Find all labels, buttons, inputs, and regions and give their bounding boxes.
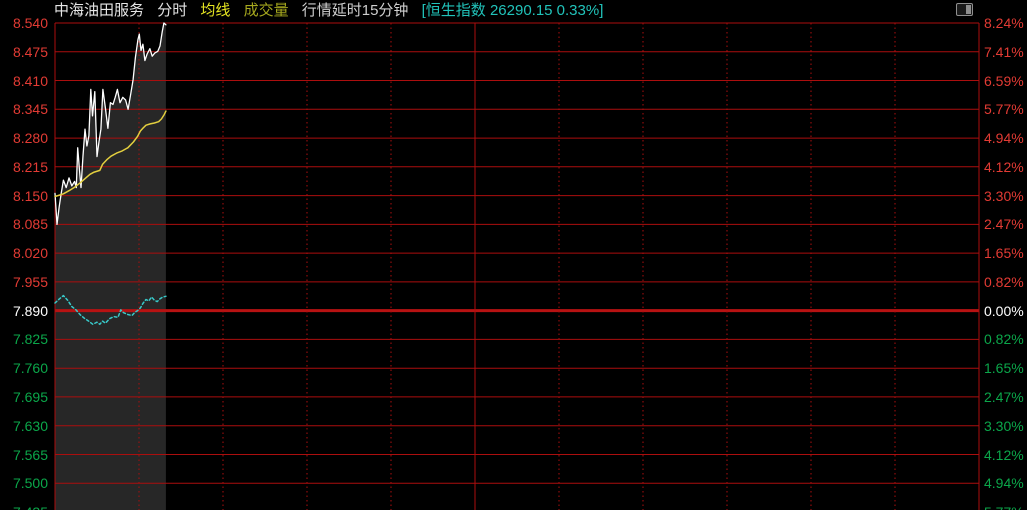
tab-volume[interactable]: 成交量 [243,2,289,19]
price-axis-label: 8.020 [12,245,48,262]
percent-axis-label: 7.41% [984,43,1024,60]
tab-moving-average[interactable]: 均线 [200,2,231,19]
price-area-fill [55,23,166,510]
delay-notice: 行情延时15分钟 [301,2,409,19]
percent-axis-label: 4.12% [984,158,1024,175]
percent-axis-label: 1.65% [984,245,1024,262]
price-axis-label: 8.150 [12,187,48,204]
price-axis-label: 8.085 [12,216,48,233]
percent-axis-label: 1.65% [984,360,1024,377]
price-axis-label: 7.565 [12,446,48,463]
price-axis-label: 7.825 [12,331,48,348]
percent-axis-label: 0.82% [984,331,1024,348]
price-axis-label: 7.435 [0,504,48,510]
price-axis-label: 7.500 [12,475,48,492]
price-axis-label: 8.280 [12,130,48,147]
price-axis-label: 7.890 [12,302,48,319]
percent-axis-label: 5.77% [984,504,1024,510]
panel-toggle-icon[interactable] [956,3,973,16]
percent-axis-label: 4.12% [984,446,1024,463]
percent-axis-label: 2.47% [984,216,1024,233]
price-line [54,22,167,226]
stock-name: 中海油田服务 [54,2,145,19]
price-axis-label: 8.475 [12,43,48,60]
percent-axis-label: 3.30% [984,417,1024,434]
percent-axis-label: 4.94% [984,475,1024,492]
price-axis-label: 8.345 [12,101,48,118]
price-axis-label: 8.410 [12,72,48,89]
price-axis-label: 7.760 [12,360,48,377]
price-axis-label: 8.540 [12,15,48,31]
percent-axis-label: 5.77% [984,101,1024,118]
hang-seng-index-ticker[interactable]: [恒生指数 26290.15 0.33%] [421,2,604,19]
percent-axis-label: 8.24% [984,15,1024,31]
hang-seng-overlay-line [54,294,167,326]
percent-axis-label: 4.94% [984,130,1024,147]
percent-axis-label: 0.82% [984,273,1024,290]
percent-axis-label: 2.47% [984,388,1024,405]
price-axis-label: 8.215 [12,158,48,175]
percent-axis-label: 0.00% [984,302,1024,319]
percent-axis-label: 3.30% [984,187,1024,204]
price-axis-label: 7.630 [12,417,48,434]
price-axis-label: 7.695 [12,388,48,405]
chart-header: 中海油田服务 分时 均线 成交量 行情延时15分钟 [恒生指数 26290.15… [54,1,612,21]
tab-intraday[interactable]: 分时 [157,2,188,19]
price-axis-label: 7.955 [12,273,48,290]
percent-axis-label: 6.59% [984,72,1024,89]
average-price-line [54,110,167,198]
